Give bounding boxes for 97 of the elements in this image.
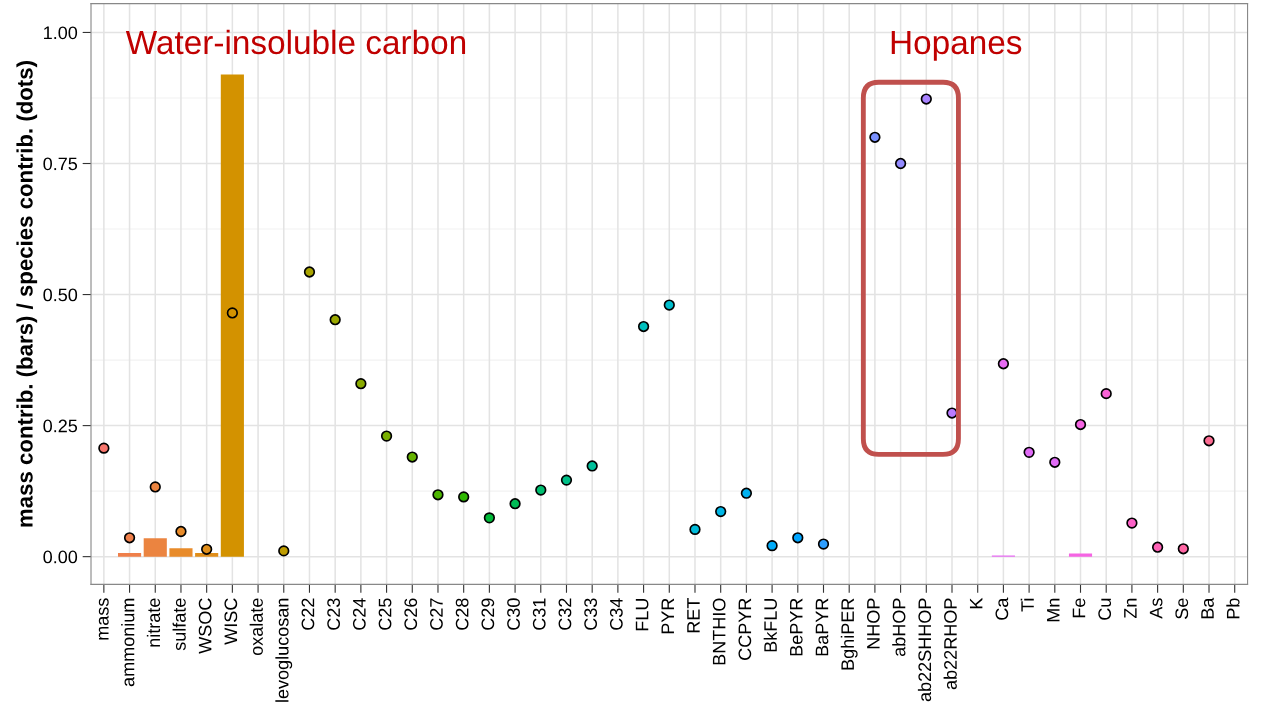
point <box>406 451 418 463</box>
x-tick-label: Zn <box>1124 598 1137 619</box>
point <box>560 474 573 486</box>
point <box>920 93 932 105</box>
point <box>740 487 753 499</box>
x-tick-label: ammonium <box>121 598 135 687</box>
x-tick-label: C24 <box>352 598 366 630</box>
x-tick-label: mass <box>98 598 109 640</box>
x-tick-label: C32 <box>558 598 572 630</box>
point <box>586 460 598 472</box>
x-tick-label: C31 <box>532 598 546 630</box>
x-tick-label: BghiPER <box>840 598 858 670</box>
x-tick-label: C34 <box>609 598 623 630</box>
x-tick-label: Mn <box>1047 598 1060 622</box>
point <box>1074 418 1087 431</box>
x-tick-label: WSOC <box>198 598 212 654</box>
point <box>766 539 778 552</box>
point <box>201 543 213 555</box>
point <box>997 358 1010 370</box>
point <box>355 378 367 390</box>
x-tick-label: RET <box>687 598 700 633</box>
point <box>637 320 650 333</box>
point <box>1126 517 1138 529</box>
x-tick-label: C23 <box>327 598 341 630</box>
point <box>663 299 675 311</box>
x-tick-label: C28 <box>455 598 469 630</box>
x-tick-label: Ba <box>1201 597 1214 619</box>
point <box>303 266 316 278</box>
point <box>98 442 110 454</box>
y-tick-label: 0.50 <box>43 288 78 302</box>
x-tick-label: ab22SHHOP <box>917 598 932 702</box>
point <box>226 307 239 319</box>
bar <box>1068 553 1093 557</box>
x-tick-label: nitrate <box>146 598 161 647</box>
y-tick-label: 0.00 <box>43 550 78 564</box>
y-tick-label: 1.00 <box>44 26 78 40</box>
x-tick-label: As <box>1149 598 1163 619</box>
x-tick-label: levoglucosan <box>275 598 293 702</box>
x-tick-label: BNTHIO <box>712 598 726 665</box>
x-tick-label: K <box>969 597 983 609</box>
x-tick-label: Ti <box>1020 598 1034 612</box>
x-tick-label: FLU <box>635 599 649 631</box>
x-tick-label: C30 <box>507 598 520 630</box>
point <box>1100 387 1112 400</box>
x-tick-label: Fe <box>1072 598 1086 618</box>
point <box>1023 446 1035 458</box>
bar <box>117 552 142 557</box>
x-tick-label: BaPYR <box>815 598 829 656</box>
annotation: Water-insoluble carbon <box>125 29 466 55</box>
point <box>509 498 521 510</box>
x-tick-label: Pb <box>1226 598 1240 619</box>
point <box>1177 543 1189 555</box>
x-tick-label: CCPYR <box>738 598 752 660</box>
x-tick-label: NHOP <box>866 598 880 649</box>
x-tick-label: C29 <box>481 598 495 630</box>
x-tick-label: C27 <box>430 598 443 630</box>
y-tick-label: 0.25 <box>43 419 78 433</box>
bar <box>220 74 244 557</box>
point <box>894 157 907 170</box>
point <box>1151 541 1164 553</box>
x-tick-label: C33 <box>584 598 598 630</box>
point <box>869 131 881 143</box>
x-tick-label: Ca <box>995 597 1009 620</box>
x-tick-label: abHOP <box>892 598 906 657</box>
x-tick-label: C26 <box>404 598 418 630</box>
point <box>689 523 701 536</box>
x-tick-label: ab22RHOP <box>943 598 957 690</box>
x-tick-label: C22 <box>301 598 315 630</box>
point <box>458 491 470 503</box>
x-tick-label: sulfate <box>172 598 186 651</box>
point <box>278 545 290 557</box>
x-tick-label: Cu <box>1098 598 1112 620</box>
point <box>380 430 393 442</box>
x-tick-label: PYR <box>661 598 674 634</box>
x-tick-label: WISC <box>224 598 238 645</box>
x-tick-label: C25 <box>378 598 392 630</box>
point <box>175 525 187 538</box>
point <box>792 532 804 544</box>
point <box>535 484 547 496</box>
point <box>149 481 161 493</box>
point <box>715 505 727 518</box>
x-tick-label: oxalate <box>249 598 263 656</box>
point <box>483 512 496 524</box>
bar <box>143 538 167 557</box>
y-tick-label: 0.75 <box>43 157 78 171</box>
x-tick-label: BePYR <box>790 598 803 656</box>
y-axis-title: mass contrib. (bars) / species contrib. (dots) <box>16 61 38 527</box>
x-tick-label: BkFLU <box>763 599 777 652</box>
annotation: Hopanes <box>891 30 1022 61</box>
point <box>817 538 830 550</box>
bar <box>169 548 193 557</box>
point <box>432 489 444 501</box>
point <box>123 532 136 544</box>
point <box>1049 456 1061 468</box>
point <box>329 314 341 326</box>
point <box>1203 435 1215 447</box>
x-tick-label: Se <box>1175 598 1189 619</box>
